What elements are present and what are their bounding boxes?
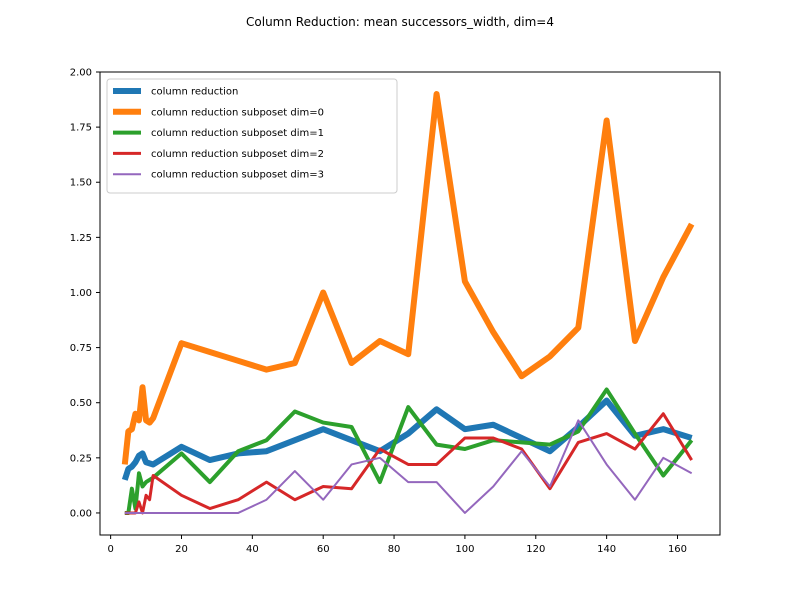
x-tick-label: 40 [246, 544, 259, 555]
x-tick-label: 60 [317, 544, 330, 555]
x-tick-label: 80 [388, 544, 401, 555]
y-tick-label: 1.00 [70, 288, 92, 299]
legend-label-2: column reduction subposet dim=1 [151, 128, 324, 139]
y-tick-label: 0.75 [70, 343, 92, 354]
legend-label-3: column reduction subposet dim=2 [151, 149, 324, 160]
x-tick-label: 140 [597, 544, 616, 555]
legend-label-4: column reduction subposet dim=3 [151, 170, 324, 181]
x-tick-label: 120 [526, 544, 545, 555]
axes-frame [99, 71, 721, 536]
series-line-3 [124, 412, 693, 515]
y-tick-label: 0.50 [70, 398, 92, 409]
series-line-2 [124, 387, 694, 515]
legend-label-1: column reduction subposet dim=0 [151, 107, 324, 118]
y-tick-label: 2.00 [70, 68, 92, 79]
series-line-4 [124, 419, 693, 514]
y-tick-label: 0.25 [70, 453, 92, 464]
x-tick-label: 20 [175, 544, 188, 555]
plot-area: 0 20 40 60 80 100 120 140 160 0.00 0.25 0.50 0.75 1.0… [70, 68, 721, 555]
y-tick-label: 1.25 [70, 233, 92, 244]
y-tick-label: 1.75 [70, 123, 92, 134]
y-tick-label: 1.50 [70, 178, 92, 189]
legend: column reduction column reduction subpose… [106, 78, 398, 194]
legend-box [106, 78, 398, 194]
y-tick-label: 0.00 [70, 508, 92, 519]
x-tick-label: 0 [107, 544, 113, 555]
x-tick-label: 100 [455, 544, 474, 555]
legend-label-0: column reduction [151, 87, 238, 98]
chart-title: Column Reduction: mean successors_width,… [246, 15, 554, 29]
x-tick-label: 160 [668, 544, 687, 555]
series-line-1 [121, 91, 695, 465]
